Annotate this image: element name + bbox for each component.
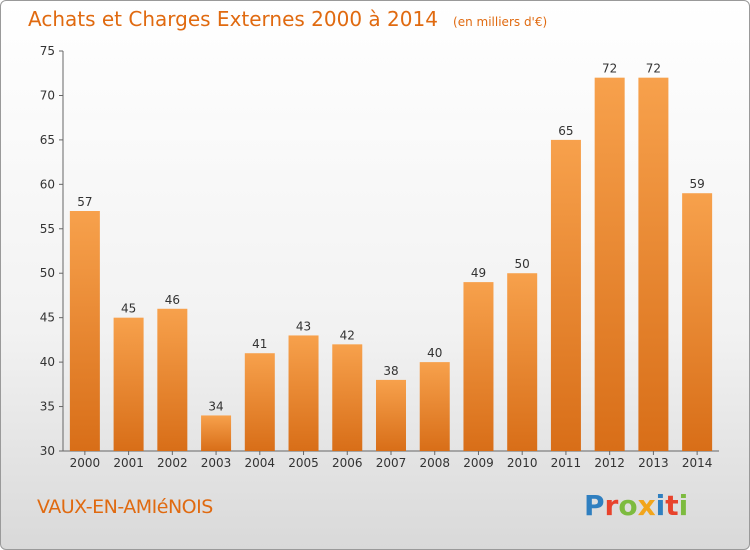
bar <box>157 308 188 451</box>
x-tick-label: 2011 <box>551 456 582 470</box>
logo-letter: o <box>618 489 638 522</box>
bar <box>244 353 275 451</box>
commune-name: VAUX-EN-AMIéNOIS <box>37 496 213 518</box>
x-tick-label: 2002 <box>157 456 188 470</box>
bar <box>113 317 144 451</box>
logo-letter: i <box>678 489 689 522</box>
y-tick-label: 70 <box>40 88 55 102</box>
chart-title: Achats et Charges Externes 2000 à 2014 <box>28 7 438 31</box>
bar <box>69 211 100 451</box>
x-tick-label: 2008 <box>419 456 450 470</box>
title-row: Achats et Charges Externes 2000 à 2014 (… <box>28 7 547 31</box>
bar <box>550 139 581 451</box>
bar-value-label: 49 <box>471 266 486 280</box>
bar <box>332 344 363 451</box>
bar-value-label: 40 <box>427 346 442 360</box>
logo-letter: t <box>665 489 679 522</box>
bar <box>594 77 625 452</box>
x-tick-label: 2007 <box>376 456 407 470</box>
bar <box>507 273 538 451</box>
y-tick-label: 30 <box>40 444 55 458</box>
bar-value-label: 57 <box>77 195 92 209</box>
bar-value-label: 72 <box>646 62 661 76</box>
x-tick-label: 2005 <box>288 456 319 470</box>
x-tick-label: 2013 <box>638 456 669 470</box>
x-tick-label: 2009 <box>463 456 494 470</box>
logo-letter: r <box>604 489 619 522</box>
logo-letter: x <box>637 489 656 522</box>
chart-subtitle: (en milliers d'€) <box>453 15 548 29</box>
bar <box>288 335 319 451</box>
x-tick-label: 2010 <box>507 456 538 470</box>
bar-value-label: 45 <box>121 302 136 316</box>
bar-value-label: 65 <box>558 124 573 138</box>
bar-value-label: 72 <box>602 62 617 76</box>
x-tick-label: 2001 <box>113 456 144 470</box>
x-tick-label: 2004 <box>245 456 276 470</box>
bar <box>463 282 494 451</box>
proxiti-logo: Proxiti <box>584 489 688 522</box>
y-tick-label: 35 <box>40 400 55 414</box>
y-tick-label: 75 <box>40 44 55 58</box>
y-tick-label: 60 <box>40 177 55 191</box>
x-tick-label: 2006 <box>332 456 363 470</box>
bar <box>682 193 713 451</box>
bar <box>376 379 406 451</box>
bar-value-label: 46 <box>165 293 180 307</box>
y-tick-label: 40 <box>40 355 55 369</box>
logo-letter: i <box>655 489 666 522</box>
bar-value-label: 50 <box>515 257 530 271</box>
x-tick-label: 2012 <box>594 456 625 470</box>
bar-value-label: 42 <box>340 328 355 342</box>
logo-letter: P <box>584 489 605 522</box>
bar-value-label: 59 <box>689 177 704 191</box>
x-tick-label: 2014 <box>682 456 713 470</box>
x-tick-label: 2000 <box>70 456 101 470</box>
bar <box>638 77 669 452</box>
bar-value-label: 43 <box>296 319 311 333</box>
bar <box>201 415 232 451</box>
bar-value-label: 34 <box>208 399 223 413</box>
y-tick-label: 65 <box>40 133 55 147</box>
y-tick-label: 50 <box>40 266 55 280</box>
bar <box>419 362 450 451</box>
bar-value-label: 41 <box>252 337 267 351</box>
y-tick-label: 45 <box>40 311 55 325</box>
y-tick-label: 55 <box>40 222 55 236</box>
x-tick-label: 2003 <box>201 456 232 470</box>
bar-value-label: 38 <box>383 364 398 378</box>
